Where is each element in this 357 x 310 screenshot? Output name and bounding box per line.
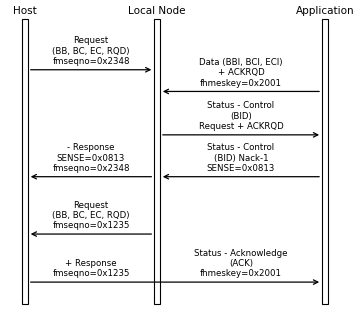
Text: Status - Control
(BID) Nack-1
SENSE=0x0813: Status - Control (BID) Nack-1 SENSE=0x08…	[207, 143, 275, 173]
Text: Application: Application	[296, 6, 354, 16]
Text: Status - Acknowledge
(ACK)
fhmeskey=0x2001: Status - Acknowledge (ACK) fhmeskey=0x20…	[194, 249, 288, 278]
Text: Local Node: Local Node	[128, 6, 186, 16]
Text: Status - Control
(BID)
Request + ACKRQD: Status - Control (BID) Request + ACKRQD	[198, 101, 283, 131]
Text: Data (BBI, BCI, ECI)
+ ACKRQD
fhmeskey=0x2001: Data (BBI, BCI, ECI) + ACKRQD fhmeskey=0…	[199, 58, 283, 88]
Bar	[322, 19, 328, 304]
Bar	[154, 19, 160, 304]
Text: + Response
fmseqno=0x1235: + Response fmseqno=0x1235	[52, 259, 130, 278]
Text: Request
(BB, BC, EC, RQD)
fmseqno=0x1235: Request (BB, BC, EC, RQD) fmseqno=0x1235	[52, 201, 130, 230]
Bar	[22, 19, 28, 304]
Text: Request
(BB, BC, EC, RQD)
fmseqno=0x2348: Request (BB, BC, EC, RQD) fmseqno=0x2348	[52, 36, 130, 66]
Text: Host: Host	[13, 6, 37, 16]
Text: - Response
SENSE=0x0813
fmseqno=0x2348: - Response SENSE=0x0813 fmseqno=0x2348	[52, 143, 130, 173]
